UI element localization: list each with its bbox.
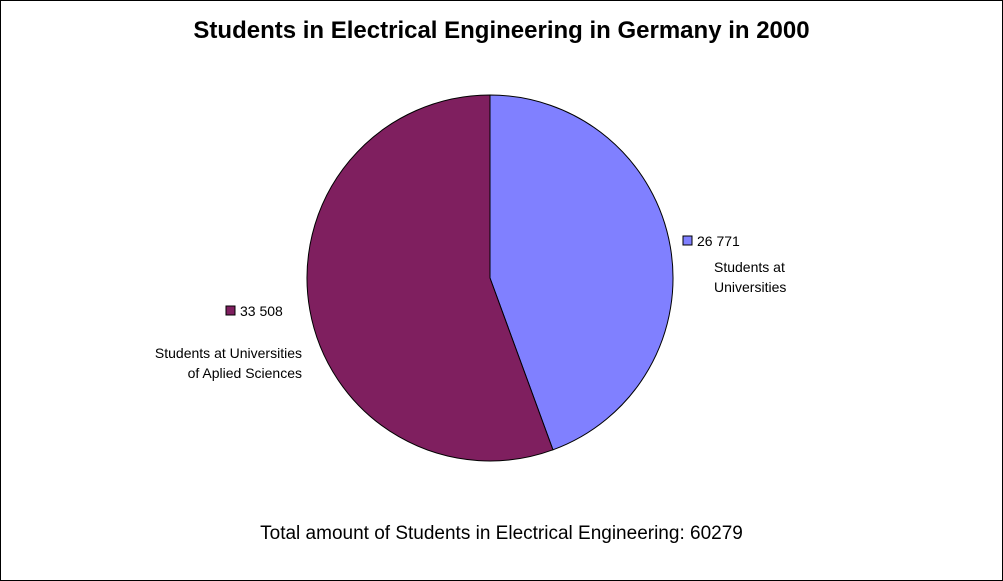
data-label-category: of Aplied Sciences: [188, 365, 302, 381]
data-label-value: 26 771: [697, 233, 740, 249]
data-label-value: 33 508: [240, 303, 283, 319]
legend-swatch: [225, 305, 236, 316]
pie-slice: [306, 94, 554, 462]
pie-slice: [489, 94, 674, 451]
chart-footer: Total amount of Students in Electrical E…: [260, 523, 743, 544]
data-label-category: Students at: [714, 259, 785, 275]
legend-swatch: [682, 235, 693, 246]
data-label-category: Universities: [714, 279, 786, 295]
chart-title: Students in Electrical Engineering in Ge…: [193, 17, 810, 44]
data-label-category: Students at Universities: [155, 345, 302, 361]
